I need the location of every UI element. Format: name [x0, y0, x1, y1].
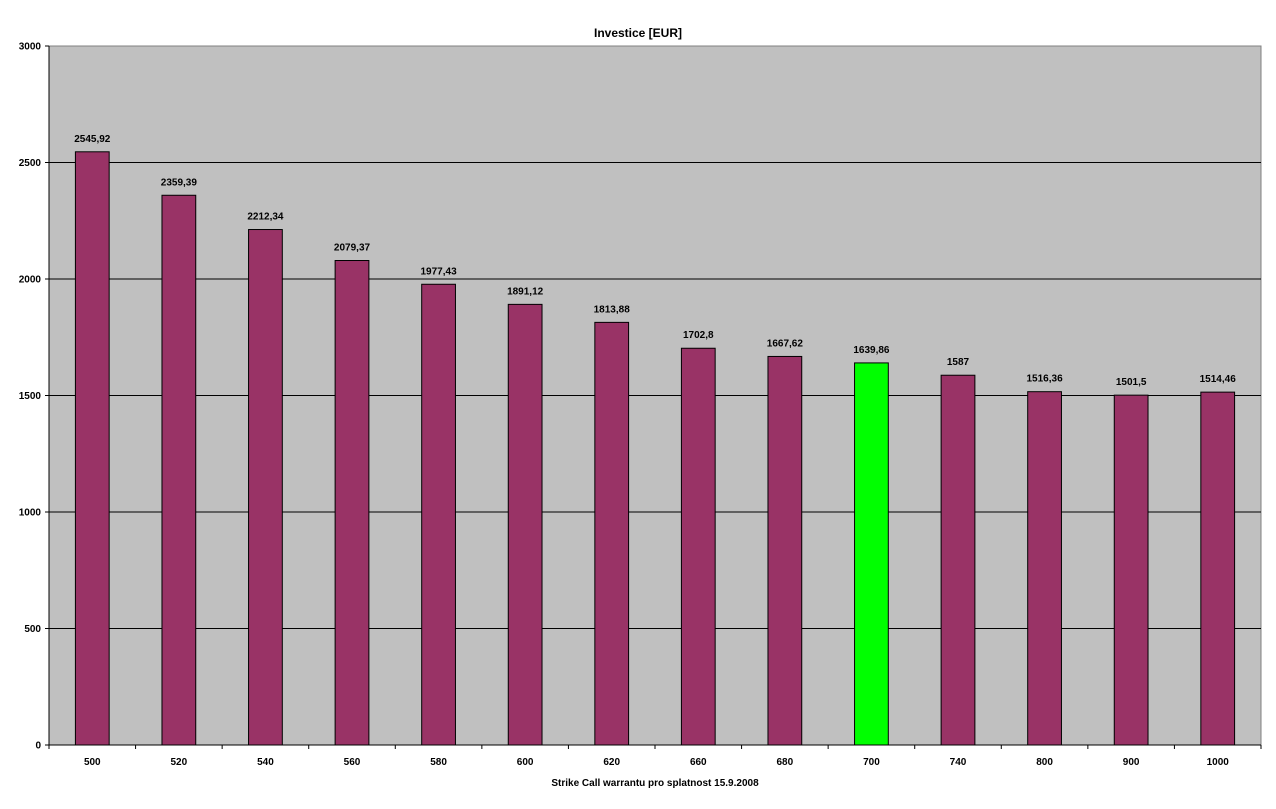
- bar: [74, 151, 110, 746]
- bar: [1200, 391, 1236, 746]
- bar: [680, 347, 716, 746]
- y-axis: 0 500 1000 1500 2000 2500 3000: [19, 42, 50, 752]
- bar: [594, 321, 630, 746]
- data-label: 1514,46: [1200, 374, 1237, 385]
- chart-title: Investice [EUR]: [594, 26, 682, 40]
- data-label: 2359,39: [161, 177, 198, 188]
- x-tick-label: 580: [430, 757, 447, 768]
- x-tick-label: 740: [950, 757, 967, 768]
- bars: [74, 151, 1236, 746]
- bar: [940, 374, 976, 746]
- x-tick-label: 540: [257, 757, 274, 768]
- bar: [507, 303, 543, 746]
- bar: [161, 194, 197, 746]
- x-tick-label: 700: [863, 757, 880, 768]
- x-axis: 500 520 540 560 580 600 620 660 680 700 740 800 900 1…: [48, 744, 1262, 768]
- bar: [854, 362, 889, 746]
- bar: [1113, 394, 1149, 746]
- data-label: 1501,5: [1116, 377, 1147, 388]
- y-tick-label: 2500: [19, 158, 42, 169]
- x-tick-label: 620: [603, 757, 620, 768]
- data-label: 2545,92: [74, 134, 111, 145]
- data-label: 1891,12: [507, 286, 544, 297]
- x-tick-label: 560: [344, 757, 361, 768]
- data-label: 2079,37: [334, 243, 371, 254]
- x-tick-label: 660: [690, 757, 707, 768]
- data-label: 2212,34: [247, 212, 284, 223]
- data-label: 1639,86: [853, 345, 890, 356]
- data-label: 1587: [947, 357, 970, 368]
- x-tick-label: 900: [1123, 757, 1140, 768]
- x-tick-label: 800: [1036, 757, 1053, 768]
- data-label: 1813,88: [594, 304, 631, 315]
- y-tick-label: 0: [35, 741, 41, 752]
- y-tick-label: 3000: [19, 42, 42, 53]
- data-label: 1667,62: [767, 338, 804, 349]
- x-axis-title: Strike Call warrantu pro splatnost 15.9.…: [551, 778, 759, 789]
- y-tick-label: 500: [24, 624, 41, 635]
- data-labels: 2545,92 2359,39 2212,34 2079,37 1977,43 1891,…: [74, 134, 1236, 388]
- y-tick-label: 2000: [19, 275, 42, 286]
- x-tick-label: 1000: [1207, 757, 1230, 768]
- x-tick-label: 520: [171, 757, 188, 768]
- bar: [1027, 391, 1062, 746]
- data-label: 1516,36: [1026, 374, 1063, 385]
- x-tick-label: 680: [777, 757, 794, 768]
- bar: [248, 229, 283, 746]
- data-label: 1702,8: [683, 330, 714, 341]
- bar: [421, 283, 456, 746]
- bar: [334, 260, 370, 746]
- y-tick-label: 1000: [19, 508, 42, 519]
- x-tick-label: 600: [517, 757, 534, 768]
- data-label: 1977,43: [420, 266, 457, 277]
- y-tick-label: 1500: [19, 391, 42, 402]
- bar: [767, 355, 803, 746]
- x-tick-label: 500: [84, 757, 101, 768]
